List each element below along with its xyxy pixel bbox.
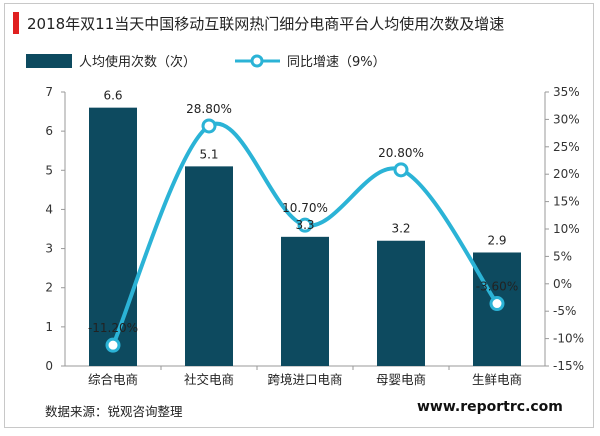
growth-value-label: 10.70%	[282, 201, 328, 215]
growth-point	[201, 118, 217, 134]
growth-value-label: 28.80%	[186, 102, 232, 116]
legend-bar-swatch	[26, 54, 72, 68]
x-tick-label: 跨境进口电商	[267, 372, 342, 387]
bar	[377, 240, 425, 366]
axes: 0 1 2 3 4 5 6 7 -15% -10% -5% 0% 5% 10% 15% 20% 25% 30% 35…	[45, 85, 584, 387]
x-tick-label: 母婴电商	[376, 372, 426, 387]
y-right-tick-label: 25%	[553, 140, 580, 154]
x-tick-label: 综合电商	[88, 372, 138, 387]
bars	[89, 107, 521, 367]
growth-value-label: -11.20%	[88, 321, 138, 335]
y-right-tick-label: -10%	[553, 332, 584, 346]
bar	[185, 166, 233, 366]
legend-line-label: 同比增速（9%）	[287, 55, 386, 70]
growth-point	[489, 296, 505, 312]
y-right-tick-label: 15%	[553, 195, 580, 209]
growth-point	[297, 217, 313, 233]
chart-title: 2018年双11当天中国移动互联网热门细分电商平台人均使用次数及增速	[27, 15, 505, 33]
growth-value-label: 20.80%	[378, 146, 424, 160]
legend: 人均使用次数（次） 同比增速（9%）	[26, 54, 386, 70]
growth-line	[105, 118, 505, 353]
bar-value-label: 6.6	[103, 89, 122, 103]
y-left-tick-label: 3	[45, 242, 53, 256]
data-labels: 6.6 5.1 3.3 3.2 2.9 -11.20% 28.80% 10.70% 20.80%…	[88, 89, 518, 336]
y-left-tick-label: 5	[45, 163, 53, 177]
y-left-tick-label: 1	[45, 320, 53, 334]
x-tick-label: 生鲜电商	[472, 372, 522, 387]
bar-value-label: 3.2	[391, 222, 410, 236]
title-accent-bar	[13, 12, 19, 34]
website-link[interactable]: www.reportrc.com	[417, 399, 563, 415]
y-left-tick-label: 0	[45, 359, 53, 373]
x-tick-label: 社交电商	[184, 372, 234, 387]
growth-point	[105, 337, 121, 353]
y-right-tick-label: 10%	[553, 222, 580, 236]
growth-point	[393, 162, 409, 178]
chart-canvas: 人均使用次数（次） 同比增速（9%） 0 1 2 3 4 5 6 7 -15% -10% -5% 0%…	[26, 54, 584, 387]
bar-value-label: 2.9	[487, 233, 506, 247]
bar-value-label: 5.1	[199, 147, 218, 161]
bar	[89, 107, 137, 367]
y-right-tick-label: 35%	[553, 85, 580, 99]
y-right-tick-label: 5%	[553, 249, 572, 263]
y-right-tick-label: -5%	[553, 304, 576, 318]
y-left-tick-label: 4	[45, 202, 53, 216]
y-left-tick-label: 6	[45, 124, 53, 138]
y-left-tick-label: 2	[45, 281, 53, 295]
y-left-tick-label: 7	[45, 85, 53, 99]
y-right-tick-label: 30%	[553, 112, 580, 126]
bar-value-label: 3.3	[295, 218, 314, 232]
growth-value-label: -3.60%	[476, 280, 518, 294]
legend-bar-label: 人均使用次数（次）	[79, 54, 196, 70]
y-right-tick-label: 20%	[553, 167, 580, 181]
y-right-tick-label: -15%	[553, 359, 584, 373]
y-right-tick-label: 0%	[553, 277, 572, 291]
chart-frame: 2018年双11当天中国移动互联网热门细分电商平台人均使用次数及增速 人均使用次…	[4, 3, 594, 428]
legend-line-marker	[250, 54, 264, 68]
bar	[281, 236, 329, 366]
source-note: 数据来源：锐观咨询整理	[45, 404, 183, 419]
